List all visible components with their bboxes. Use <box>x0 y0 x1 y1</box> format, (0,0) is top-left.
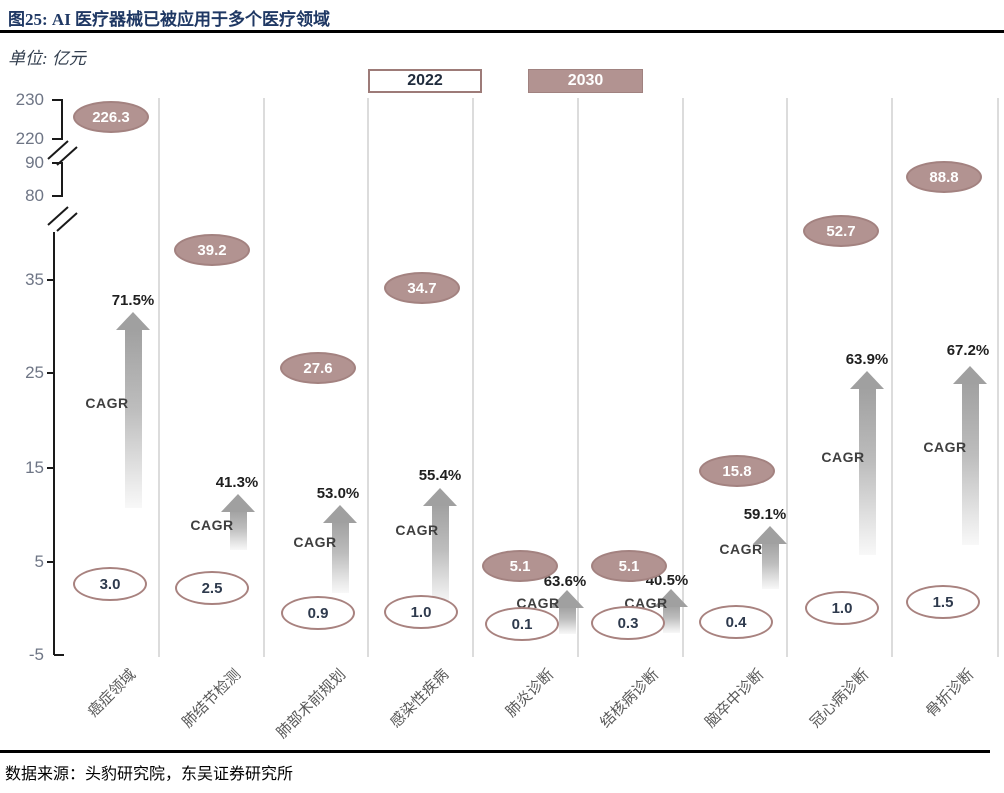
y-tick-35: 35 <box>25 270 44 289</box>
cagr-arrow-head-icon <box>116 312 150 330</box>
cagr-value: 63.9% <box>845 351 889 368</box>
bubble-2022: 0.4 <box>699 605 773 639</box>
value-2030: 39.2 <box>197 241 227 259</box>
cagr-label: CAGR <box>923 439 967 455</box>
bubble-2030: 5.1 <box>482 550 558 582</box>
value-2030: 5.1 <box>618 557 640 575</box>
bubble-2030: 88.8 <box>906 161 982 193</box>
cagr-arrow-shaft <box>859 387 876 555</box>
data-source: 数据来源：头豹研究院，东吴证券研究所 <box>5 766 294 783</box>
y-tick-neg5: -5 <box>28 645 44 664</box>
value-2022: 1.5 <box>932 593 954 611</box>
cagr-arrow-head-icon <box>221 494 255 512</box>
value-2030: 34.7 <box>407 279 437 297</box>
value-2022: 0.4 <box>725 613 747 631</box>
bubble-2022: 0.3 <box>591 606 665 640</box>
y-tick-90: 90 <box>25 153 44 172</box>
cagr-arrow-head-icon <box>323 505 357 523</box>
value-2022: 1.0 <box>831 599 853 617</box>
y-tick-230: 230 <box>15 90 44 109</box>
cagr-arrow-shaft <box>125 328 142 508</box>
cagr-arrow-head-icon <box>550 590 584 608</box>
cagr-arrow-shaft <box>962 382 979 545</box>
value-2022: 1.0 <box>410 603 432 621</box>
cagr-value: 55.4% <box>418 467 462 484</box>
value-2030: 5.1 <box>509 557 531 575</box>
bubble-2022: 0.9 <box>281 596 355 630</box>
category-dividers <box>158 98 999 657</box>
value-2022: 0.9 <box>307 604 329 622</box>
cagr-arrow-head-icon <box>423 488 457 506</box>
cagr-label: CAGR <box>821 449 865 465</box>
cagr-arrow-shaft <box>432 504 449 605</box>
bubble-2030: 27.6 <box>280 352 356 384</box>
bubble-2030: 34.7 <box>384 272 460 304</box>
bubble-2030: 15.8 <box>699 455 775 487</box>
bubble-2030: 226.3 <box>73 101 149 133</box>
cagr-value: 41.3% <box>215 474 259 491</box>
figure-title: 图25: AI 医疗器械已被应用于多个医疗领域 <box>8 10 331 29</box>
value-2030: 15.8 <box>722 462 752 480</box>
cagr-arrow-shaft <box>559 606 576 634</box>
legend-item-2030: 2030 <box>528 69 643 93</box>
bubble-2030: 52.7 <box>803 215 879 247</box>
value-2022: 3.0 <box>99 575 121 593</box>
y-tick-25: 25 <box>25 363 44 382</box>
bubble-2022: 1.0 <box>805 591 879 625</box>
value-2022: 2.5 <box>201 579 223 597</box>
y-tick-15: 15 <box>25 458 44 477</box>
footer-divider-line <box>0 750 990 753</box>
title-divider-line <box>0 30 1004 33</box>
unit-label: 单位: 亿元 <box>8 49 86 68</box>
bubble-2022: 3.0 <box>73 567 147 601</box>
cagr-arrow-shaft <box>762 542 779 589</box>
cagr-label: CAGR <box>719 541 763 557</box>
value-2030: 88.8 <box>929 168 959 186</box>
bubble-2022: 1.5 <box>906 585 980 619</box>
bubble-2022: 0.1 <box>485 607 559 641</box>
cagr-label: CAGR <box>85 395 129 411</box>
cagr-arrow-shaft <box>230 510 247 550</box>
legend-label-2022: 2022 <box>407 72 443 89</box>
value-2030: 226.3 <box>92 108 130 126</box>
value-2030: 27.6 <box>303 359 333 377</box>
cagr-arrow-head-icon <box>850 371 884 389</box>
cagr-label: CAGR <box>293 534 337 550</box>
cagr-arrow-head-icon <box>654 589 688 607</box>
cagr-value: 67.2% <box>946 342 990 359</box>
bubble-2030: 39.2 <box>174 234 250 266</box>
value-2022: 0.1 <box>511 615 533 633</box>
bubble-2022: 2.5 <box>175 571 249 605</box>
cagr-value: 53.0% <box>316 485 360 502</box>
bubble-2030: 5.1 <box>591 550 667 582</box>
legend-item-2022: 2022 <box>368 69 482 93</box>
cagr-value: 63.6% <box>543 573 587 590</box>
cagr-arrow-shaft <box>332 521 349 593</box>
y-tick-220: 220 <box>15 129 44 148</box>
cagr-value: 59.1% <box>743 506 787 523</box>
value-2030: 52.7 <box>826 222 856 240</box>
cagr-value: 71.5% <box>111 292 155 309</box>
cagr-label: CAGR <box>395 522 439 538</box>
cagr-arrow-head-icon <box>953 366 987 384</box>
cagr-arrow-head-icon <box>753 526 787 544</box>
y-tick-80: 80 <box>25 186 44 205</box>
y-axis <box>47 99 78 656</box>
cagr-arrow-shaft <box>663 605 680 633</box>
y-tick-5: 5 <box>34 552 44 571</box>
bubble-2022: 1.0 <box>384 595 458 629</box>
legend-label-2030: 2030 <box>567 72 604 89</box>
cagr-label: CAGR <box>190 517 234 533</box>
value-2022: 0.3 <box>617 614 639 632</box>
